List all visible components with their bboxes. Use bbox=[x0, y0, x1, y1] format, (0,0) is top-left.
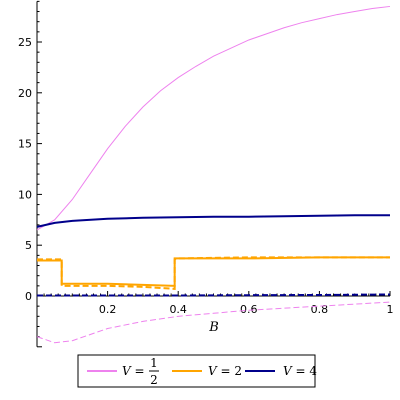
x-tick-label: 1 bbox=[387, 303, 394, 316]
x-tick-label: 0.2 bbox=[99, 303, 117, 316]
legend: V = 1 2 V = 2 V = 4 bbox=[77, 354, 317, 388]
series-layer bbox=[36, 5, 391, 344]
legend-label: V = 2 bbox=[208, 364, 242, 378]
legend-var: V bbox=[283, 364, 293, 378]
y-tick-label: 10 bbox=[18, 188, 32, 201]
series-line bbox=[36, 214, 390, 228]
legend-eq: = 4 bbox=[292, 364, 318, 378]
y-tick-label: 0 bbox=[25, 290, 32, 303]
series-line bbox=[37, 293, 391, 297]
legend-eq: = 2 bbox=[217, 364, 242, 378]
series-line bbox=[37, 256, 390, 290]
series-line bbox=[36, 301, 391, 344]
y-tick-label: 15 bbox=[18, 138, 32, 151]
legend-var: V bbox=[208, 364, 218, 378]
series-line bbox=[37, 256, 390, 287]
legend-label: V = bbox=[122, 364, 145, 378]
x-tick-label: 0.6 bbox=[240, 303, 258, 316]
y-tick-label: 25 bbox=[18, 36, 32, 49]
legend-var: V bbox=[122, 364, 132, 378]
legend-eq: = bbox=[131, 364, 145, 378]
x-axis-label: B bbox=[208, 320, 219, 335]
legend-fraction-den: 2 bbox=[150, 373, 158, 387]
legend-label: V = 4 bbox=[283, 364, 317, 378]
series-line bbox=[36, 5, 391, 231]
y-tick-label: 20 bbox=[18, 87, 32, 100]
x-tick-label: 0.4 bbox=[169, 303, 187, 316]
y-tick-label: 5 bbox=[25, 239, 32, 252]
legend-fraction-num: 1 bbox=[150, 356, 158, 370]
x-tick-label: 0.8 bbox=[311, 303, 329, 316]
